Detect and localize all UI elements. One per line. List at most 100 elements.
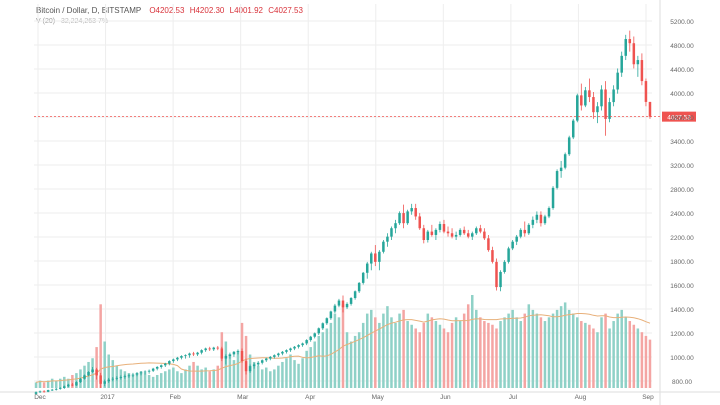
volume-bar	[99, 304, 102, 388]
candle-down	[402, 204, 405, 229]
volume-bar	[42, 382, 46, 388]
candle-body	[507, 248, 510, 262]
candle-down	[491, 246, 494, 264]
candle-body	[131, 374, 135, 376]
candle-up	[301, 342, 304, 347]
candle-down	[192, 351, 195, 357]
candle-down	[42, 390, 46, 393]
volume-bar	[200, 369, 203, 388]
candle-body	[54, 388, 58, 390]
candle-body	[410, 208, 413, 212]
volume-bar	[406, 321, 409, 388]
volume-bar	[414, 328, 417, 388]
volume-bar	[208, 371, 211, 388]
volume-bar	[438, 324, 442, 388]
time-axis: Dec 2017 Feb Mar Apr May Jun Jul Aug Sep	[34, 394, 654, 401]
candle-body	[333, 305, 337, 312]
candle-down	[644, 78, 648, 107]
volume-bar	[59, 378, 62, 388]
volume-bar	[487, 322, 490, 388]
volume-bar	[398, 313, 401, 388]
volume-bar	[168, 369, 171, 388]
candle-down	[446, 226, 450, 237]
candle-body	[616, 72, 619, 90]
price-axis: 5200.00 4800.00 4400.00 4000.00 3800.00 3400.…	[670, 19, 694, 386]
volume-bar	[466, 304, 470, 388]
volume-bar	[131, 374, 135, 388]
candle-body	[46, 390, 50, 392]
time-tick-label: Dec	[34, 394, 46, 401]
volume-bar	[491, 324, 494, 388]
candle-up	[559, 160, 563, 178]
candle-up	[584, 86, 587, 108]
candle-up	[313, 332, 316, 339]
candle-body	[184, 355, 187, 357]
price-tick-label: 1800.00	[670, 259, 694, 266]
candle-body	[487, 238, 490, 251]
volume-bar	[216, 365, 220, 388]
candle-body	[95, 369, 98, 376]
candle-body	[180, 356, 183, 358]
candle-body	[386, 236, 389, 242]
volume-bar	[434, 321, 438, 388]
volume-bar	[543, 321, 547, 388]
candle-body	[414, 208, 417, 217]
candle-up	[519, 228, 522, 239]
volume-bar	[365, 313, 369, 388]
volume-bar	[317, 335, 321, 388]
volume-bar	[418, 332, 421, 388]
candle-up	[365, 261, 369, 279]
candle-body	[260, 360, 264, 363]
time-tick-label: Jul	[509, 394, 518, 401]
candle-up	[111, 377, 115, 382]
volume-bar	[159, 373, 163, 388]
candle-body	[535, 214, 539, 220]
candle-body	[604, 89, 607, 119]
volume-bar	[349, 341, 353, 388]
candle-up	[620, 51, 623, 77]
volume-bar	[430, 317, 434, 388]
candle-body	[87, 372, 90, 376]
candle-up	[333, 303, 337, 314]
volume-bar	[285, 358, 288, 388]
candle-body	[107, 379, 110, 382]
volume-bar	[580, 321, 583, 388]
candle-up	[527, 223, 531, 235]
candle-body	[289, 348, 292, 351]
candle-up	[511, 240, 514, 251]
candle-down	[462, 226, 466, 235]
volume-bar	[576, 317, 579, 388]
candle-body	[442, 224, 446, 232]
candle-up	[38, 390, 42, 394]
price-tick-label: 4000.00	[670, 91, 694, 98]
volume-bar	[63, 376, 66, 388]
volume-bar	[479, 317, 482, 388]
candle-up	[608, 97, 611, 123]
volume-bar	[559, 306, 563, 388]
volume-bar	[228, 354, 232, 388]
candle-up	[551, 186, 555, 210]
volume-bar	[143, 373, 147, 388]
candle-body	[63, 386, 66, 388]
volume-bar	[75, 373, 78, 388]
candle-body	[309, 336, 312, 341]
volume-bar	[503, 317, 506, 388]
candle-body	[220, 348, 224, 359]
volume-bar	[547, 317, 551, 388]
candle-down	[483, 228, 486, 240]
volume-ma-line	[35, 313, 651, 383]
candle-body	[345, 303, 349, 308]
candle-up	[59, 387, 62, 390]
volume-bar	[204, 367, 207, 388]
candle-up	[563, 152, 567, 170]
candle-up	[438, 221, 442, 233]
volume-bar	[390, 317, 393, 388]
candle-up	[67, 383, 70, 388]
volume-bar	[640, 332, 644, 388]
volume-bar	[454, 317, 458, 388]
volume-bar	[281, 361, 284, 388]
volume-bar	[648, 339, 652, 388]
candle-body	[600, 89, 603, 107]
candle-up	[252, 362, 256, 369]
